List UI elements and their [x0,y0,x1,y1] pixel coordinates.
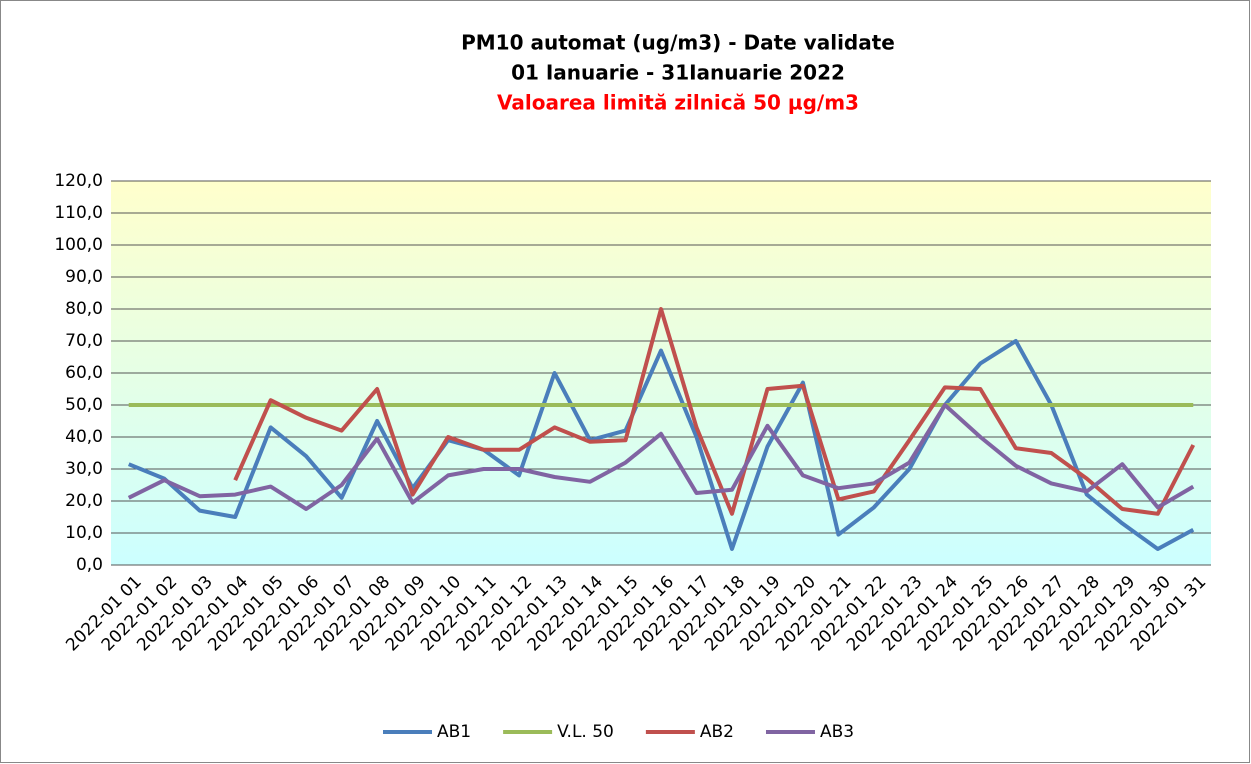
y-tick-label: 80,0 [65,299,103,319]
series-line [233,307,1196,516]
limit-annotation: Valoarea limită zilnică 50 µg/m3 [497,91,859,115]
y-tick-label: 50,0 [65,395,103,415]
y-tick-label: 10,0 [65,523,103,543]
y-tick-label: 90,0 [65,267,103,287]
legend-label: AB3 [820,722,854,742]
legend-label: AB2 [700,722,734,742]
chart-subtitle: 01 Ianuarie - 31Ianuarie 2022 [511,61,845,85]
chart-title: PM10 automat (ug/m3) - Date validate [461,31,895,55]
y-tick-label: 0,0 [76,555,103,575]
y-tick-label: 100,0 [54,235,103,255]
legend-label: V.L. 50 [557,722,614,742]
series-line [127,339,1195,551]
y-tick-label: 40,0 [65,427,103,447]
legend-label: AB1 [437,722,471,742]
y-tick-label: 70,0 [65,331,103,351]
y-tick-label: 120,0 [54,171,103,191]
series-line [127,403,1195,511]
y-tick-label: 60,0 [65,363,103,383]
y-tick-label: 110,0 [54,203,103,223]
y-tick-label: 20,0 [65,491,103,511]
y-tick-label: 30,0 [65,459,103,479]
